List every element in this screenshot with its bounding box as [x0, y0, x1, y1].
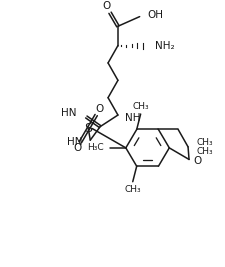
Text: O: O — [95, 104, 103, 114]
Text: OH: OH — [148, 10, 164, 20]
Text: S: S — [84, 122, 92, 135]
Text: NH₂: NH₂ — [155, 41, 175, 50]
Text: H₃C: H₃C — [88, 143, 104, 152]
Text: CH₃: CH₃ — [197, 138, 214, 147]
Text: NH: NH — [125, 113, 140, 123]
Text: O: O — [73, 143, 82, 153]
Text: CH₃: CH₃ — [197, 147, 214, 156]
Text: HN: HN — [67, 137, 82, 147]
Text: HN: HN — [61, 108, 76, 118]
Text: O: O — [193, 156, 201, 166]
Text: CH₃: CH₃ — [124, 185, 141, 194]
Text: O: O — [102, 1, 110, 11]
Text: CH₃: CH₃ — [132, 102, 149, 111]
